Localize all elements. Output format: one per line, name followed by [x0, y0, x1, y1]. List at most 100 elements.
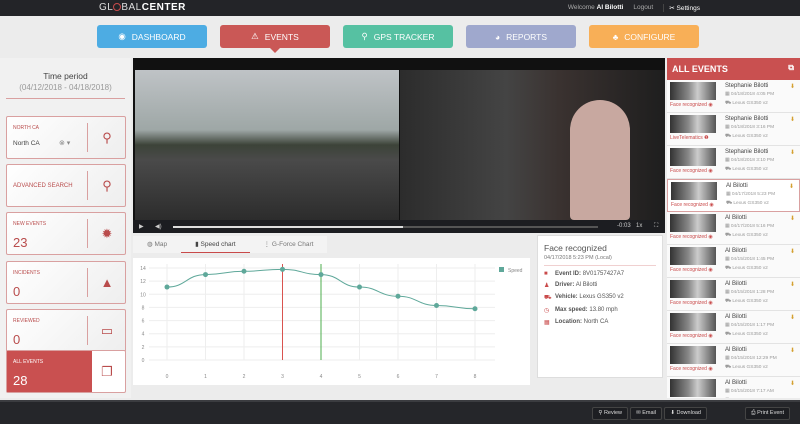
incidents-label: INCIDENTS: [13, 270, 40, 276]
event-vehicle: ⛟ Lexus GS350 v2: [725, 233, 768, 239]
y-tick-label: 0: [142, 358, 145, 364]
eye-icon: ◉: [706, 267, 713, 273]
video-player[interactable]: ▶ ◀) -0:03 1x ⛶: [133, 58, 665, 233]
speed-point: [280, 266, 285, 272]
new-events-label: NEW EVENTS: [13, 221, 47, 227]
nav-events-button[interactable]: ⚠ EVENTS: [220, 25, 330, 53]
folders-icon: ❐: [101, 364, 113, 379]
event-list-item[interactable]: Face recognized ◉Al Bilotti▦ 04/15/2018 …: [667, 278, 800, 311]
info-row: ▦ Location: North CA: [538, 314, 662, 326]
playback-speed[interactable]: 1x: [636, 223, 643, 229]
event-list-item[interactable]: LiveTelematics ❶ Stephanie Bilotti ▦ 04/18…: [667, 113, 800, 146]
x-tick-label: 4: [320, 374, 323, 380]
car-icon: ⛟: [725, 167, 733, 172]
info-value: Lexus GS350 v2: [579, 294, 624, 300]
progress-bar[interactable]: [173, 226, 598, 228]
region-filter[interactable]: NORTH CA North CA ⊗ ▾ ⚲: [6, 116, 126, 159]
events-panel: ALL EVENTS ⧉ Face recognized ◉ Stephanie B…: [667, 58, 800, 398]
info-value: 8V01757427A7: [582, 271, 625, 277]
event-type-label: Face recognized: [670, 168, 707, 174]
download-icon[interactable]: ⬇: [789, 249, 795, 255]
nav-gps-tracker-button[interactable]: ⚲ GPS TRACKER: [343, 25, 453, 48]
event-vehicle: ⛟ Lexus GS350 v2: [725, 365, 768, 371]
download-icon[interactable]: ⬇: [789, 150, 795, 156]
reviewed-card[interactable]: REVIEWED 0 ▭: [6, 309, 126, 352]
settings-button[interactable]: ✂ Settings: [663, 4, 700, 12]
x-tick-label: 8: [474, 374, 477, 380]
nav-label: GPS TRACKER: [373, 31, 435, 42]
event-date: ▦ 04/18/2018 4:05 PM: [725, 92, 774, 97]
download-icon[interactable]: ⬇: [789, 84, 795, 90]
volume-icon[interactable]: ◀): [155, 224, 162, 230]
event-list-item[interactable]: Face recognized ◉Al Bilotti▦ 04/15/2018 …: [667, 344, 800, 377]
download-icon[interactable]: ⬇: [789, 348, 795, 354]
incidents-card[interactable]: INCIDENTS 0 ▲: [6, 261, 126, 304]
new-events-count: 23: [13, 235, 28, 250]
clear-icon[interactable]: ⊗ ▾: [59, 140, 71, 147]
time-range[interactable]: (04/12/2018 - 04/18/2018): [19, 83, 112, 92]
event-type: Face recognized ◉: [670, 234, 713, 240]
event-datetime: 04/17/2018 5:23 PM (Local): [544, 255, 656, 266]
calendar-icon: ▦: [725, 356, 731, 361]
download-icon[interactable]: ⬇: [789, 117, 795, 123]
calendar-icon: ▦: [725, 389, 731, 394]
event-type-label: Face recognized: [670, 267, 707, 273]
nav-dashboard-button[interactable]: ◉ DASHBOARD: [97, 25, 207, 48]
speed-point: [241, 268, 247, 274]
info-key: Driver:: [555, 282, 575, 288]
sidebar: Time period (04/12/2018 - 04/18/2018) NO…: [0, 58, 131, 398]
download-button[interactable]: ⬇ Download: [664, 407, 707, 420]
fullscreen-icon[interactable]: ⛶: [654, 223, 659, 229]
tab-map[interactable]: ◍ Map: [133, 236, 181, 253]
event-list-item[interactable]: Face recognized ◉ Al Bilotti ▦ 04/17/2018 …: [667, 179, 800, 212]
play-icon[interactable]: ▶: [139, 224, 144, 230]
logout-link[interactable]: Logout: [633, 4, 654, 11]
event-vehicle-text: Lexus GS350 v2: [732, 365, 768, 370]
nav-label: EVENTS: [264, 31, 299, 42]
event-list-item[interactable]: Face recognized ◉Al Bilotti▦ 04/15/2018 …: [667, 377, 800, 398]
eye-icon: ◉: [706, 102, 713, 108]
event-vehicle-text: Lexus GS350 v2: [732, 101, 768, 106]
driver-icon: ♟: [544, 283, 550, 289]
event-date: ▦ 04/15/2018 7:17 AM: [725, 389, 774, 394]
review-button[interactable]: ⚲ Review: [592, 407, 628, 420]
event-list-item[interactable]: Face recognized ◉Al Bilotti▦ 04/15/2018 …: [667, 245, 800, 278]
download-icon[interactable]: ⬇: [789, 315, 795, 321]
region-select[interactable]: North CA: [13, 140, 40, 147]
event-driver: Al Bilotti: [725, 380, 747, 386]
event-list-item[interactable]: Face recognized ◉Al Bilotti▦ 04/15/2018 …: [667, 311, 800, 344]
event-list-item[interactable]: Face recognized ◉ Al Bilotti ▦ 04/17/2018 …: [667, 212, 800, 245]
y-tick-label: 10: [140, 292, 146, 298]
tab-map-label: Map: [154, 241, 168, 248]
tab-gforce-chart[interactable]: ⋮ G-Force Chart: [250, 236, 328, 253]
nav-reports-button[interactable]: ◕ REPORTS: [466, 25, 576, 48]
all-events-card[interactable]: ALL EVENTS 28 ❐: [6, 350, 126, 393]
info-text: Location: North CA: [555, 319, 608, 326]
car-icon: ⛟: [725, 332, 733, 337]
event-thumbnail: [670, 313, 716, 331]
event-date-text: 04/15/2018 7:17 AM: [730, 389, 774, 394]
all-events-count: 28: [13, 373, 28, 388]
event-list-item[interactable]: Face recognized ◉ Stephanie Bilotti ▦ 04/1…: [667, 80, 800, 113]
nav-configure-button[interactable]: ♣ CONFIGURE: [589, 25, 699, 48]
x-tick-label: 5: [358, 374, 361, 380]
download-icon[interactable]: ⬇: [789, 381, 795, 387]
event-type-label: Face recognized: [670, 234, 707, 240]
copy-icon[interactable]: ⧉: [788, 63, 794, 72]
new-events-card[interactable]: NEW EVENTS 23 ✹: [6, 212, 126, 255]
download-icon[interactable]: ⬇: [789, 216, 795, 222]
event-list-item[interactable]: Face recognized ◉ Stephanie Bilotti ▦ 04/1…: [667, 146, 800, 179]
advanced-search-button[interactable]: ADVANCED SEARCH ⚲: [6, 164, 126, 207]
legend-swatch: [499, 267, 504, 272]
speed-point: [357, 284, 362, 290]
download-icon[interactable]: ⬇: [789, 282, 795, 288]
event-date-text: 04/17/2018 5:23 PM: [731, 192, 776, 197]
email-button[interactable]: ✉ Email: [630, 407, 662, 420]
print-event-button[interactable]: ⎙ Print Event: [745, 407, 790, 420]
globe-icon: ◍: [147, 241, 153, 248]
event-vehicle: ⛟ Lexus GS350 v2: [725, 101, 768, 107]
event-thumbnail: [670, 214, 716, 232]
tab-speed-chart[interactable]: ▮ Speed chart: [181, 236, 250, 253]
calendar-icon: ▦: [726, 192, 732, 197]
download-icon[interactable]: ⬇: [788, 184, 794, 190]
